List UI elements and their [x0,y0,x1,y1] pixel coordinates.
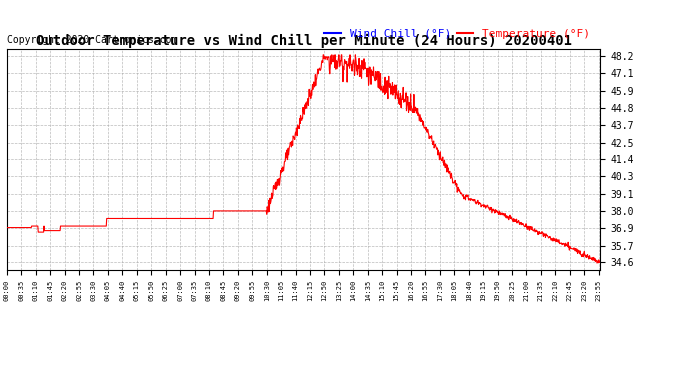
Title: Outdoor Temperature vs Wind Chill per Minute (24 Hours) 20200401: Outdoor Temperature vs Wind Chill per Mi… [36,33,571,48]
Text: Copyright 2020 Cartronics.com: Copyright 2020 Cartronics.com [7,36,177,45]
Legend: Wind Chill (°F), Temperature (°F): Wind Chill (°F), Temperature (°F) [320,24,595,44]
